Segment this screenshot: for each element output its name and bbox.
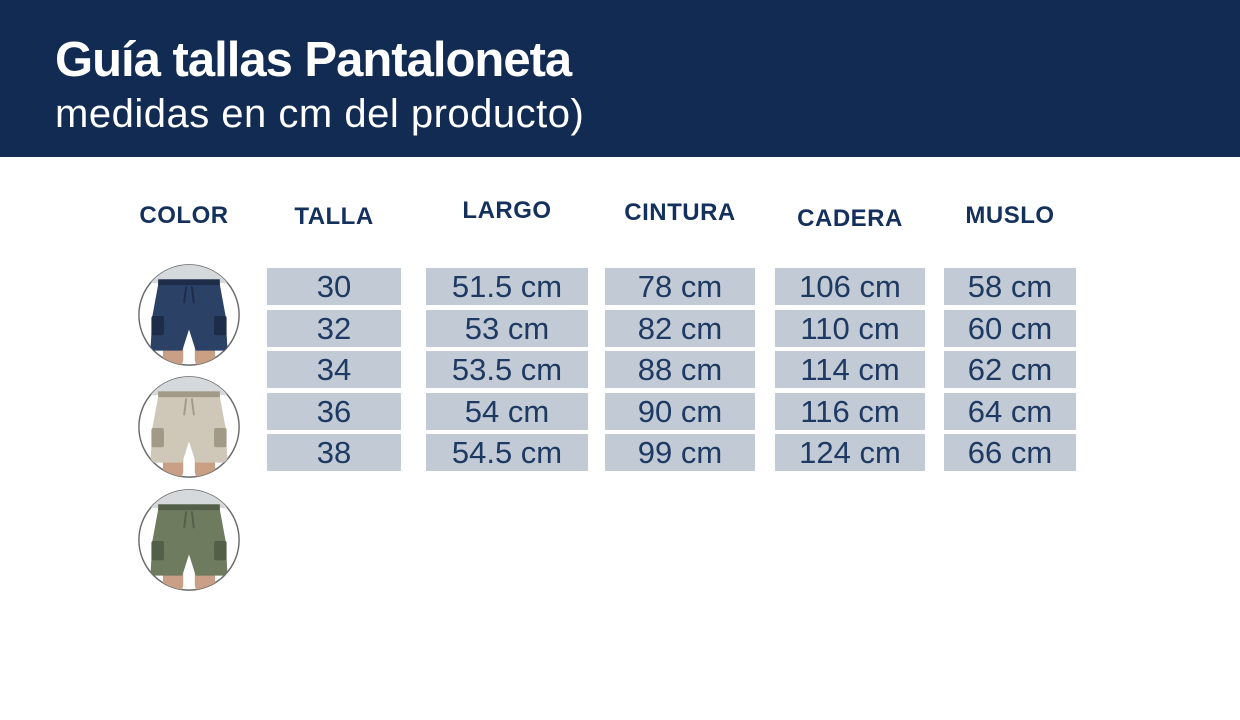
cell-muslo-row5: 66 cm	[944, 434, 1076, 471]
column-header-color: COLOR	[139, 202, 229, 229]
page-subtitle: medidas en cm del producto)	[55, 92, 585, 136]
product-image-navy-shorts	[136, 262, 242, 368]
cell-talla-row4: 36	[267, 392, 401, 430]
cell-cintura-row5: 99 cm	[605, 434, 755, 471]
column-header-talla: TALLA	[294, 203, 374, 230]
column-cintura: 78 cm 82 cm 88 cm 90 cm 99 cm	[605, 268, 755, 476]
column-muslo: 58 cm 60 cm 62 cm 64 cm 66 cm	[944, 268, 1076, 476]
product-image-khaki-shorts	[136, 374, 242, 480]
column-header-cintura: CINTURA	[624, 199, 736, 226]
header-band: Guía tallas Pantaloneta medidas en cm de…	[0, 0, 1240, 157]
cell-muslo-row3: 62 cm	[944, 351, 1076, 388]
cell-talla-row5: 38	[267, 434, 401, 471]
page-title: Guía tallas Pantaloneta	[55, 33, 572, 87]
cell-largo-row1: 51.5 cm	[426, 268, 588, 305]
cell-cintura-row3: 88 cm	[605, 351, 755, 388]
cell-largo-row2: 53 cm	[426, 309, 588, 347]
cell-largo-row3: 53.5 cm	[426, 351, 588, 388]
cell-cintura-row4: 90 cm	[605, 392, 755, 430]
cell-cadera-row5: 124 cm	[775, 434, 925, 471]
cell-cadera-row1: 106 cm	[775, 268, 925, 305]
cell-muslo-row1: 58 cm	[944, 268, 1076, 305]
product-image-olive-shorts	[136, 487, 242, 593]
cell-talla-row1: 30	[267, 268, 401, 305]
column-talla: 30 32 34 36 38	[267, 268, 401, 476]
cell-largo-row5: 54.5 cm	[426, 434, 588, 471]
column-header-largo: LARGO	[462, 197, 552, 224]
cell-cintura-row1: 78 cm	[605, 268, 755, 305]
cell-cadera-row3: 114 cm	[775, 351, 925, 388]
cell-cadera-row2: 110 cm	[775, 309, 925, 347]
cell-cadera-row4: 116 cm	[775, 392, 925, 430]
column-header-muslo: MUSLO	[965, 202, 1055, 229]
column-header-cadera: CADERA	[797, 205, 903, 232]
cell-talla-row3: 34	[267, 351, 401, 388]
cell-muslo-row4: 64 cm	[944, 392, 1076, 430]
column-cadera: 106 cm 110 cm 114 cm 116 cm 124 cm	[775, 268, 925, 476]
navy-shorts-icon	[138, 264, 240, 366]
olive-shorts-icon	[138, 489, 240, 591]
cell-talla-row2: 32	[267, 309, 401, 347]
column-largo: 51.5 cm 53 cm 53.5 cm 54 cm 54.5 cm	[426, 268, 588, 476]
cell-cintura-row2: 82 cm	[605, 309, 755, 347]
cell-largo-row4: 54 cm	[426, 392, 588, 430]
cell-muslo-row2: 60 cm	[944, 309, 1076, 347]
khaki-shorts-icon	[138, 376, 240, 478]
